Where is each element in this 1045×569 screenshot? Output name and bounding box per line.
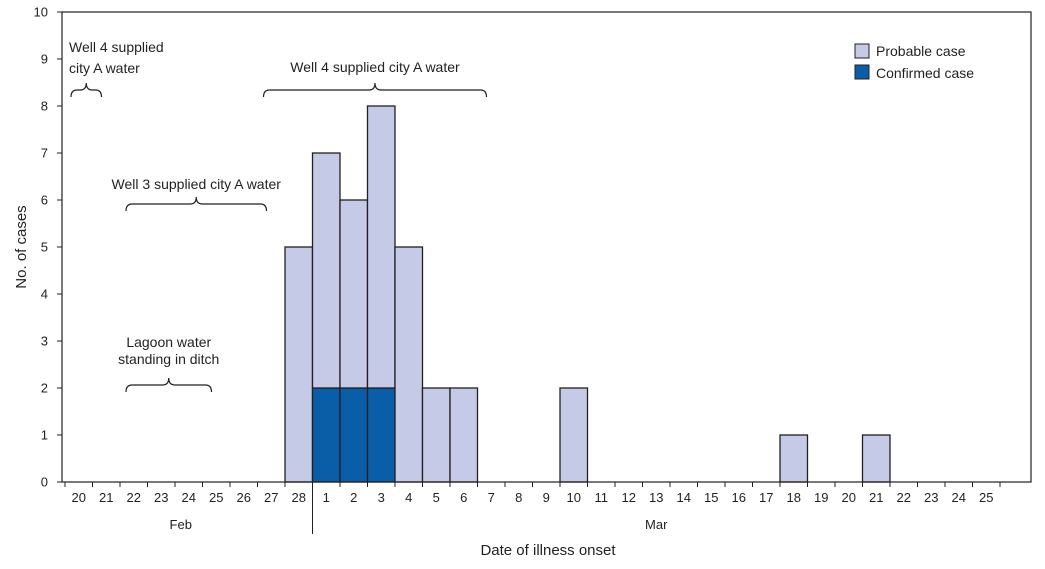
x-tick-label-15: 7 (488, 490, 495, 505)
x-tick-label-4: 24 (182, 490, 196, 505)
x-tick-label-30: 22 (897, 490, 911, 505)
x-tick-label-26: 18 (787, 490, 801, 505)
legend-swatch-confirmed (854, 64, 870, 80)
x-tick-label-16: 8 (515, 490, 522, 505)
y-tick-label-10: 10 (34, 5, 48, 20)
bar-confirmed-9 (311, 387, 341, 483)
x-tick-label-19: 11 (595, 490, 609, 505)
x-tick-label-18: 10 (567, 490, 581, 505)
x-tick-label-33: 25 (979, 490, 993, 505)
x-tick-label-23: 15 (704, 490, 718, 505)
x-tick-label-27: 19 (814, 490, 828, 505)
bar-probable-12 (394, 246, 424, 483)
x-tick-label-0: 20 (72, 490, 86, 505)
y-tick-label-6: 6 (41, 193, 48, 208)
annotation-text-well3-0: Well 3 supplied city A water (112, 176, 282, 192)
x-tick-label-12: 4 (405, 490, 412, 505)
annotation-text-well4-late-0: Well 4 supplied city A water (290, 59, 460, 75)
x-tick-label-31: 23 (924, 490, 938, 505)
x-tick-label-9: 1 (323, 490, 330, 505)
annotation-brace-well3 (125, 196, 268, 212)
x-tick-label-11: 3 (378, 490, 385, 505)
month-label-mar: Mar (645, 517, 668, 532)
bar-probable-26 (779, 434, 809, 483)
bar-probable-8 (284, 246, 314, 483)
plot-area-frame (61, 11, 1032, 483)
annotation-text-well4-early-1: city A water (69, 60, 140, 76)
x-tick-label-13: 5 (433, 490, 440, 505)
bar-probable-9 (311, 152, 341, 389)
x-tick-label-32: 24 (952, 490, 966, 505)
bar-probable-13 (421, 387, 451, 483)
month-label-feb: Feb (170, 517, 192, 532)
x-tick-label-29: 21 (869, 490, 883, 505)
x-tick-label-6: 26 (237, 490, 251, 505)
x-tick-label-25: 17 (759, 490, 773, 505)
bars-layer (284, 105, 891, 483)
bar-probable-10 (339, 199, 369, 389)
annotation-text-well4-early-0: Well 4 supplied (69, 39, 164, 55)
x-axis-title: Date of illness onset (480, 542, 616, 559)
x-tick-label-10: 2 (350, 490, 357, 505)
x-tick-label-28: 20 (842, 490, 856, 505)
x-tick-label-20: 12 (622, 490, 636, 505)
bar-probable-14 (449, 387, 479, 483)
x-tick-label-1: 21 (99, 490, 113, 505)
annotation-brace-well4-late (262, 82, 488, 98)
y-axis-title: No. of cases (13, 205, 30, 288)
x-tick-label-21: 13 (649, 490, 663, 505)
y-tick-label-2: 2 (41, 381, 48, 396)
x-tick-label-3: 23 (154, 490, 168, 505)
x-tick-label-22: 14 (677, 490, 691, 505)
annotation-text-lagoon-1: standing in ditch (118, 351, 219, 367)
y-tick-label-9: 9 (41, 52, 48, 67)
month-labels: Feb Mar (170, 482, 668, 534)
annotation-brace-lagoon (125, 377, 213, 393)
bar-probable-11 (366, 105, 396, 389)
x-tick-label-14: 6 (460, 490, 467, 505)
annotations-layer: Well 4 supplied city A water Well 4 suppli… (69, 39, 488, 393)
bar-probable-29 (861, 434, 891, 483)
bar-confirmed-11 (366, 387, 396, 483)
legend-label-probable: Probable case (876, 43, 966, 59)
x-tick-label-5: 25 (209, 490, 223, 505)
annotation-text-lagoon-0: Lagoon water (126, 334, 211, 350)
y-tick-label-5: 5 (41, 240, 48, 255)
legend-swatch-probable (854, 43, 870, 59)
y-tick-label-3: 3 (41, 334, 48, 349)
legend: Probable case Confirmed case (854, 43, 974, 81)
y-tick-label-8: 8 (41, 99, 48, 114)
x-axis: 20 21 22 23 24 25 26 27 28 1 2 3 4 5 6 7 8 9 10 11 12 13 14 15 1… (64, 482, 1001, 505)
x-tick-label-2: 22 (127, 490, 141, 505)
x-tick-label-24: 16 (732, 490, 746, 505)
y-tick-label-0: 0 (41, 475, 48, 490)
y-tick-label-4: 4 (41, 287, 48, 302)
x-tick-label-7: 27 (264, 490, 278, 505)
y-axis: 0 1 2 3 4 5 6 7 8 9 10 (34, 5, 62, 490)
bar-probable-18 (559, 387, 589, 483)
x-tick-label-8: 28 (292, 490, 306, 505)
x-tick-label-17: 9 (543, 490, 550, 505)
bar-confirmed-10 (339, 387, 369, 483)
y-tick-label-1: 1 (41, 428, 48, 443)
y-tick-label-7: 7 (41, 146, 48, 161)
annotation-brace-well4-early (70, 82, 103, 98)
legend-label-confirmed: Confirmed case (876, 65, 974, 81)
